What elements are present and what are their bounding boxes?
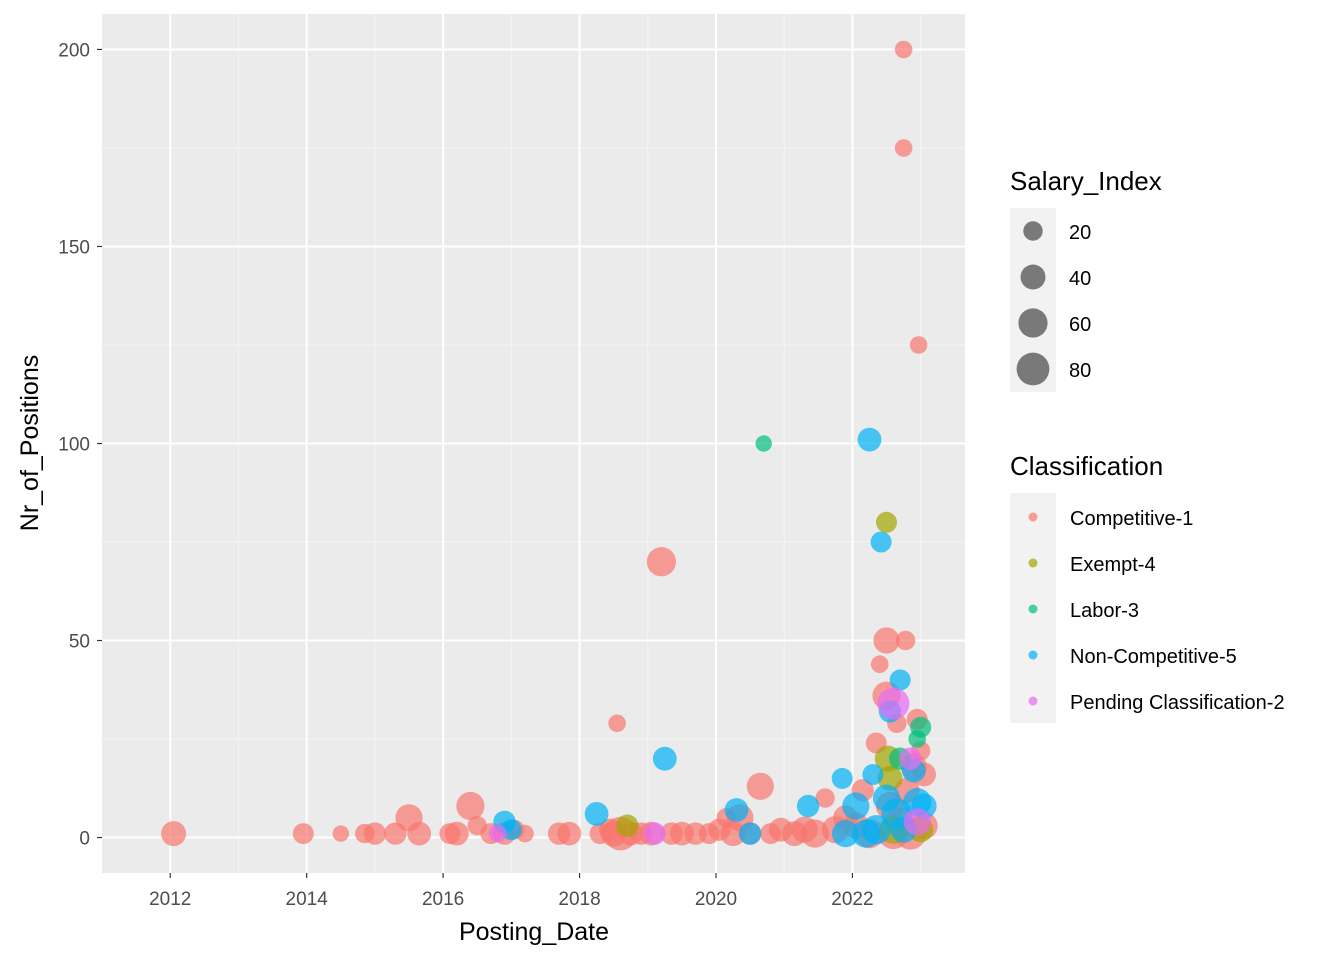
size-legend-title: Salary_Index [1010, 166, 1162, 196]
data-point [909, 336, 928, 354]
data-point [796, 794, 820, 818]
data-point [862, 764, 884, 785]
data-point [842, 792, 870, 820]
color-legend-label: Pending Classification-2 [1070, 692, 1285, 714]
y-tick-label: 100 [58, 435, 90, 456]
data-point [332, 825, 349, 842]
size-legend-label: 60 [1069, 314, 1091, 336]
color-legend-key [1028, 696, 1038, 706]
color-legend-key [1028, 558, 1038, 568]
x-tick-label: 2016 [422, 889, 464, 910]
data-point [363, 822, 387, 845]
data-point [608, 714, 626, 733]
size-legend-key [1018, 308, 1048, 338]
size-legend-label: 80 [1069, 360, 1091, 382]
major-gridlines [102, 14, 965, 873]
data-point [584, 802, 609, 826]
x-tick-label: 2012 [149, 889, 191, 910]
y-axis-title: Nr_of_Positions [16, 355, 44, 531]
data-point [870, 655, 889, 673]
data-point [652, 746, 677, 771]
x-axis-ticks: 2012 2014 2016 2018 2020 2022 [149, 873, 874, 910]
x-axis-title: Posting_Date [459, 918, 609, 946]
data-point [895, 630, 916, 651]
size-legend-label: 20 [1069, 222, 1091, 244]
color-legend-key [1028, 604, 1038, 614]
x-tick-label: 2020 [695, 889, 737, 910]
x-tick-label: 2018 [558, 889, 600, 910]
size-legend-key [1020, 264, 1046, 290]
data-point [903, 808, 931, 836]
data-point [876, 511, 897, 533]
color-legend-label: Exempt-4 [1070, 554, 1156, 576]
color-legend-key [1028, 512, 1038, 522]
data-point [894, 40, 913, 59]
data-point [724, 798, 749, 822]
data-point [616, 814, 639, 837]
data-point [800, 819, 830, 848]
data-point [889, 669, 911, 691]
data-point [815, 788, 835, 808]
x-tick-label: 2022 [831, 889, 873, 910]
color-legend-label: Competitive-1 [1070, 508, 1193, 530]
color-legend-title: Classification [1010, 451, 1163, 481]
y-tick-label: 200 [58, 40, 90, 61]
x-tick-label: 2014 [286, 889, 329, 910]
data-point [877, 765, 903, 791]
data-point [873, 627, 900, 654]
data-point [877, 687, 910, 720]
data-points [161, 40, 938, 851]
data-point [857, 427, 882, 452]
size-legend: Salary_Index 20 40 60 80 [1010, 166, 1162, 392]
y-axis-ticks: 0 50 100 150 200 [58, 40, 102, 850]
data-point [488, 824, 507, 843]
y-tick-label: 0 [79, 829, 90, 850]
y-tick-label: 50 [69, 632, 90, 653]
data-point [755, 435, 772, 452]
data-point [832, 820, 860, 848]
data-point [910, 716, 932, 738]
color-legend-label: Labor-3 [1070, 600, 1139, 622]
size-legend-label: 40 [1069, 268, 1091, 290]
data-point [444, 821, 469, 846]
data-point [643, 822, 666, 845]
data-point [738, 822, 762, 845]
size-legend-key [1016, 352, 1050, 386]
data-point [292, 823, 314, 845]
color-legend-key [1028, 650, 1038, 660]
data-point [894, 139, 913, 157]
data-point [161, 821, 187, 847]
data-point [746, 772, 774, 800]
data-point [870, 531, 892, 553]
data-point [557, 821, 582, 846]
color-legend: Classification Competitive-1 Exempt-4 Labo… [1010, 451, 1285, 723]
data-point [852, 819, 881, 848]
color-legend-label: Non-Competitive-5 [1070, 646, 1237, 668]
data-point [456, 791, 485, 821]
data-point [646, 547, 677, 577]
data-point [899, 747, 922, 770]
data-point [831, 767, 853, 789]
size-legend-key [1023, 221, 1043, 241]
data-point [407, 821, 432, 846]
y-tick-label: 150 [58, 237, 90, 258]
